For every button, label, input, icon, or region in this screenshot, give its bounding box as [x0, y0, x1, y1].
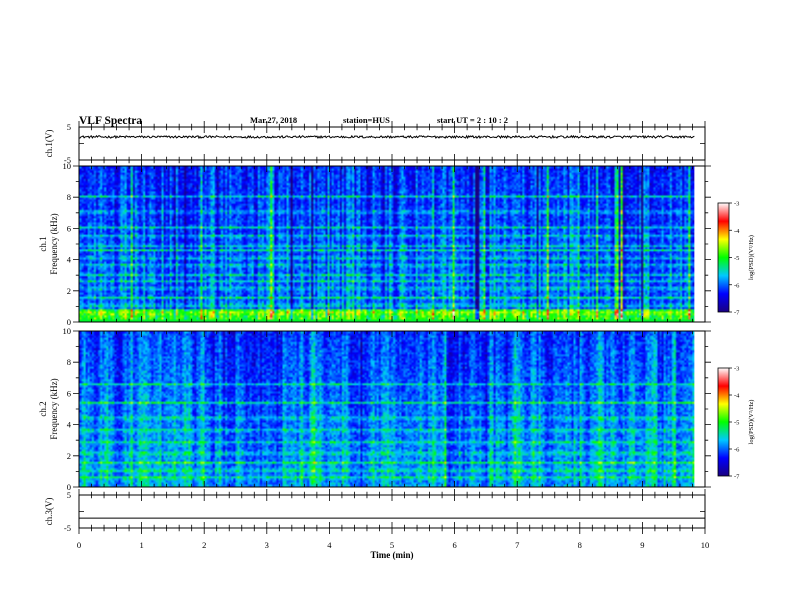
ch2-cbar-tick-minus4: -4 — [734, 393, 740, 400]
panel-ticks-0 — [78, 121, 706, 166]
time-tick-4: 4 — [327, 540, 332, 550]
time-tick-6: 6 — [452, 540, 456, 550]
ch3-ytick-minus5: -5 — [64, 523, 71, 533]
time-tick-0: 0 — [77, 540, 81, 550]
ch1-colorbar: log(PSD)(V²/Hz) -3 -4 -5 -6 -7 — [717, 201, 755, 317]
ch2-cbar-tick-minus6: -6 — [734, 447, 740, 454]
ch1-cbar-tick-minus4: -4 — [734, 228, 740, 235]
ch2-cbar-tick-minus5: -5 — [734, 420, 739, 427]
time-axis: 0 1 2 3 4 5 6 7 8 9 10 Time (min) — [77, 540, 709, 560]
panel-ticks-2 — [78, 331, 706, 487]
ch2-colorbar-label: log(PSD)(V²/Hz) — [748, 400, 755, 445]
time-tick-5: 5 — [390, 540, 394, 550]
start-time-label: start UT = 2 : 10 : 2 — [437, 115, 508, 125]
ch2-freq-tick-0: 0 — [67, 482, 71, 492]
ch3-ytick-5: 5 — [67, 490, 71, 500]
time-tick-7: 7 — [515, 540, 519, 550]
time-tick-1: 1 — [139, 540, 143, 550]
panel-ticks-3 — [78, 489, 706, 534]
ch2-cbar-tick-minus3: -3 — [734, 366, 739, 373]
ch1-ytick-5: 5 — [67, 122, 71, 132]
ch2-freq-tick-4: 4 — [67, 420, 72, 430]
freq-ticks-2 — [73, 330, 711, 488]
ch2-channel-label: ch.2 — [38, 401, 48, 416]
ch1-freq-tick-8: 8 — [67, 192, 71, 202]
ch1-channel-label: ch.1 — [38, 236, 48, 251]
ch1-spectrogram-image — [79, 166, 695, 322]
ch1-freq-tick-0: 0 — [67, 317, 71, 327]
ch1-voltage-trace — [78, 134, 695, 140]
ch2-freq-tick-6: 6 — [67, 388, 71, 398]
ch1-colorbar-gradient — [717, 202, 730, 313]
time-tick-3: 3 — [265, 540, 269, 550]
cb1-ticks — [729, 202, 732, 313]
ch2-cbar-tick-minus7: -7 — [734, 474, 740, 481]
ch1-freq-tick-6: 6 — [67, 223, 71, 233]
time-tick-8: 8 — [578, 540, 582, 550]
cb2-ticks — [729, 367, 732, 477]
ch2-spectrogram-panel: Frequency (kHz) ch.2 0 2 4 6 8 10 — [38, 326, 711, 492]
ch1-spectrogram-ylabel: Frequency (kHz) — [49, 213, 59, 274]
ch1-cbar-tick-minus5: -5 — [734, 255, 739, 262]
ch2-colorbar: log(PSD)(V²/Hz) -3 -4 -5 -6 -7 — [717, 366, 755, 481]
figure-title: VLF Spectra — [79, 115, 142, 127]
time-tick-10: 10 — [701, 540, 710, 550]
ch1-spectrogram-panel: Frequency (kHz) ch.1 0 2 4 6 8 10 — [38, 161, 711, 327]
time-tick-9: 9 — [640, 540, 644, 550]
ch2-colorbar-gradient — [717, 367, 730, 477]
ch3-voltage-ylabel: ch.3(V) — [44, 498, 54, 526]
ch1-voltage-ylabel: ch.1(V) — [44, 130, 54, 158]
ch1-freq-tick-10: 10 — [63, 161, 72, 171]
ch1-cbar-tick-minus3: -3 — [734, 201, 739, 208]
time-tick-2: 2 — [202, 540, 206, 550]
ch1-freq-tick-4: 4 — [67, 255, 72, 265]
date-label: Mar.27, 2018 — [250, 115, 297, 125]
ch1-cbar-tick-minus7: -7 — [734, 310, 740, 317]
ch1-voltage-panel: ch.1(V) 5 -5 — [44, 121, 706, 166]
station-label: station=HUS — [343, 115, 390, 125]
ch2-spectrogram-image — [79, 331, 695, 487]
ch1-ytick-minus5: -5 — [64, 155, 71, 165]
ch2-freq-tick-2: 2 — [67, 451, 71, 461]
ch1-freq-tick-2: 2 — [67, 286, 71, 296]
ch2-spectrogram-ylabel: Frequency (kHz) — [49, 378, 59, 439]
ch1-colorbar-label: log(PSD)(V²/Hz) — [748, 235, 755, 280]
ch2-freq-tick-8: 8 — [67, 357, 71, 367]
time-axis-label: Time (min) — [370, 550, 413, 560]
ch2-freq-tick-10: 10 — [63, 326, 72, 336]
panel-ticks-1 — [78, 166, 706, 322]
ch3-voltage-panel: ch.3(V) 5 -5 — [44, 489, 706, 534]
ch1-cbar-tick-minus6: -6 — [734, 282, 740, 289]
freq-ticks-1 — [73, 165, 711, 323]
